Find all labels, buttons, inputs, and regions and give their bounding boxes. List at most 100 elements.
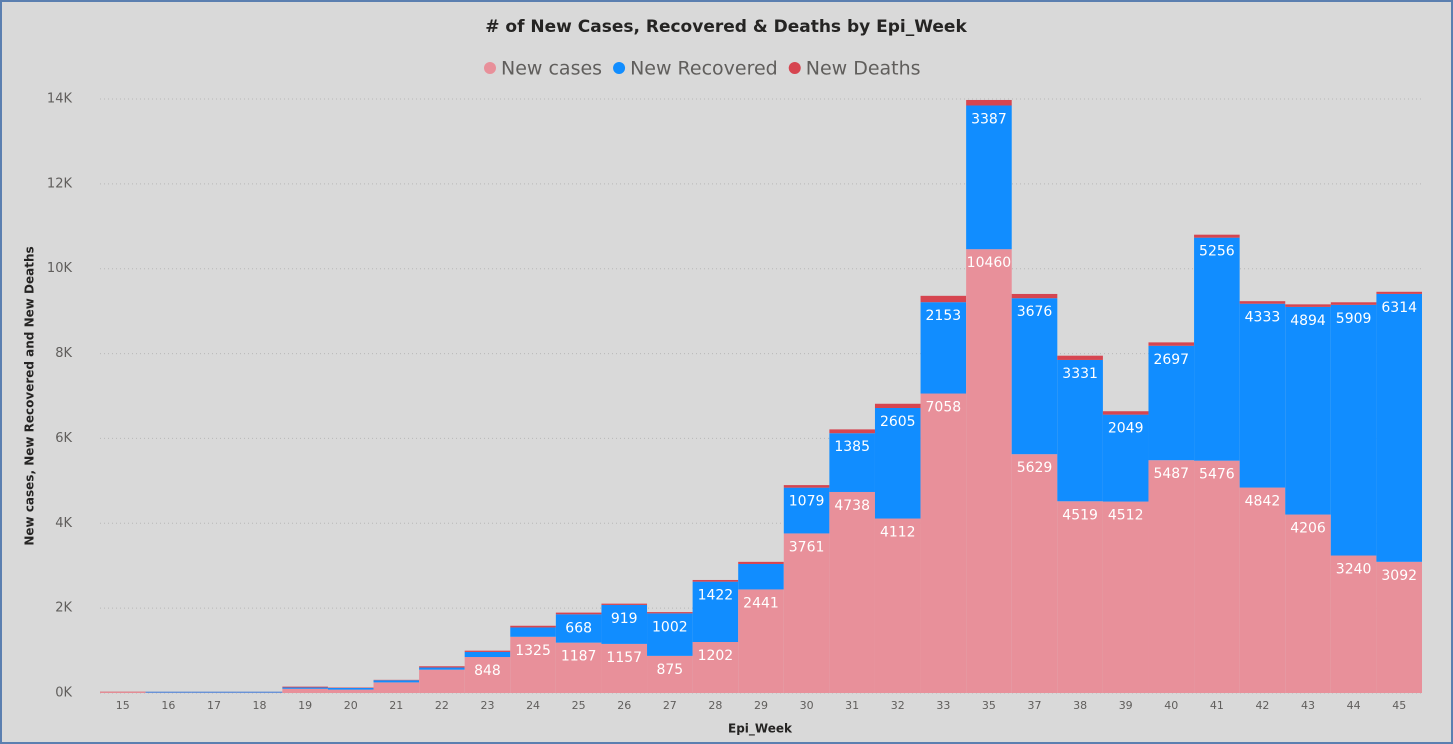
- y-tick-label: 8K: [55, 346, 72, 361]
- x-tick-label: 23: [480, 699, 494, 712]
- legend-marker: [484, 62, 496, 74]
- bar-segment: [1102, 411, 1149, 415]
- data-label: 2153: [926, 308, 962, 324]
- y-tick-label: 10K: [47, 261, 73, 276]
- data-label: 1157: [606, 650, 642, 666]
- bar-segment: [692, 579, 739, 582]
- data-label: 4519: [1062, 507, 1098, 523]
- bar-segment: [1330, 555, 1377, 693]
- data-label: 1002: [652, 619, 688, 635]
- data-label: 1079: [789, 494, 825, 510]
- data-label: 5476: [1199, 467, 1235, 483]
- bar-segment: [327, 687, 374, 690]
- bar-segment: [966, 99, 1012, 106]
- bar-segment: [1011, 298, 1058, 455]
- data-label: 10460: [967, 255, 1012, 271]
- data-label: 919: [611, 611, 638, 627]
- x-tick-label: 41: [1210, 699, 1224, 712]
- bar-segment: [920, 393, 967, 693]
- data-label: 3387: [971, 111, 1007, 127]
- bar-segment: [829, 491, 875, 693]
- data-label: 875: [656, 662, 683, 678]
- legend-marker: [788, 62, 801, 74]
- x-tick-label: 44: [1347, 699, 1361, 712]
- bar-segment: [282, 686, 328, 688]
- data-label: 4894: [1290, 313, 1326, 329]
- x-tick-label: 16: [161, 699, 175, 712]
- data-label: 1325: [515, 643, 551, 659]
- bar-segment: [1194, 234, 1240, 238]
- data-label: 1385: [834, 439, 870, 455]
- data-label: 4206: [1290, 521, 1326, 537]
- data-label: 3761: [789, 539, 825, 555]
- bar-segment: [327, 689, 374, 693]
- bar-segment: [1194, 460, 1240, 693]
- bar-segment: [1102, 501, 1149, 693]
- y-tick-label: 14K: [47, 92, 73, 107]
- y-tick-label: 6K: [55, 431, 72, 446]
- bar-segment: [1148, 460, 1195, 693]
- data-label: 4333: [1245, 310, 1281, 326]
- y-axis-title: New cases, New Recovered and New Deaths: [23, 246, 37, 545]
- data-label: 2441: [743, 595, 779, 611]
- x-tick-label: 21: [389, 699, 403, 712]
- data-label: 1202: [698, 648, 734, 664]
- bar-segment: [647, 655, 693, 693]
- bar-segment: [100, 692, 146, 693]
- data-label: 2697: [1153, 352, 1189, 368]
- x-tick-label: 28: [708, 699, 722, 712]
- x-tick-label: 18: [253, 699, 267, 712]
- bar-segment: [647, 613, 693, 656]
- x-tick-label: 20: [344, 699, 358, 712]
- data-label: 2605: [880, 414, 916, 430]
- bar-segment: [510, 636, 556, 693]
- bar-segment: [1194, 237, 1240, 461]
- bar-segment: [282, 688, 328, 693]
- bar-segment: [601, 643, 648, 693]
- bar-segment: [1285, 306, 1331, 515]
- data-label: 3331: [1062, 366, 1098, 382]
- x-tick-label: 17: [207, 699, 221, 712]
- data-label: 5909: [1336, 311, 1372, 327]
- data-label: 1422: [698, 588, 734, 604]
- bar-segment: [738, 589, 784, 693]
- legend-label: New cases: [501, 58, 602, 80]
- x-tick-label: 19: [298, 699, 312, 712]
- x-tick-label: 24: [526, 699, 540, 712]
- x-tick-label: 40: [1164, 699, 1178, 712]
- bar-segment: [783, 487, 830, 534]
- bar-segment: [966, 249, 1012, 693]
- legend-marker: [613, 62, 626, 74]
- x-tick-label: 22: [435, 699, 449, 712]
- data-label: 4842: [1245, 494, 1281, 510]
- y-tick-label: 12K: [47, 176, 73, 191]
- y-tick-label: 4K: [55, 516, 72, 531]
- bar-segment: [783, 485, 830, 488]
- x-tick-label: 37: [1028, 699, 1042, 712]
- bar-segment: [419, 667, 465, 670]
- bar-segment: [1285, 514, 1331, 693]
- bar-segment: [1239, 303, 1286, 488]
- x-tick-label: 38: [1073, 699, 1087, 712]
- bar-segment: [1376, 561, 1422, 693]
- bar-segment: [1011, 454, 1058, 693]
- bar-segment: [419, 669, 465, 693]
- bar-segment: [1239, 487, 1286, 693]
- data-label: 3092: [1381, 568, 1417, 584]
- x-tick-label: 31: [845, 699, 859, 712]
- x-tick-label: 26: [617, 699, 631, 712]
- bar-segment: [464, 650, 511, 652]
- bar-segment: [874, 403, 921, 409]
- bar-segment: [191, 691, 237, 693]
- x-tick-label: 42: [1255, 699, 1269, 712]
- x-tick-label: 33: [936, 699, 950, 712]
- bar-segment: [236, 691, 283, 693]
- bar-segment: [601, 603, 648, 605]
- bar-segment: [1376, 291, 1422, 294]
- bar-segment: [920, 295, 967, 303]
- data-label: 668: [565, 620, 592, 636]
- y-tick-label: 0K: [55, 686, 72, 701]
- x-tick-label: 45: [1392, 699, 1406, 712]
- bar-segment: [1285, 304, 1331, 307]
